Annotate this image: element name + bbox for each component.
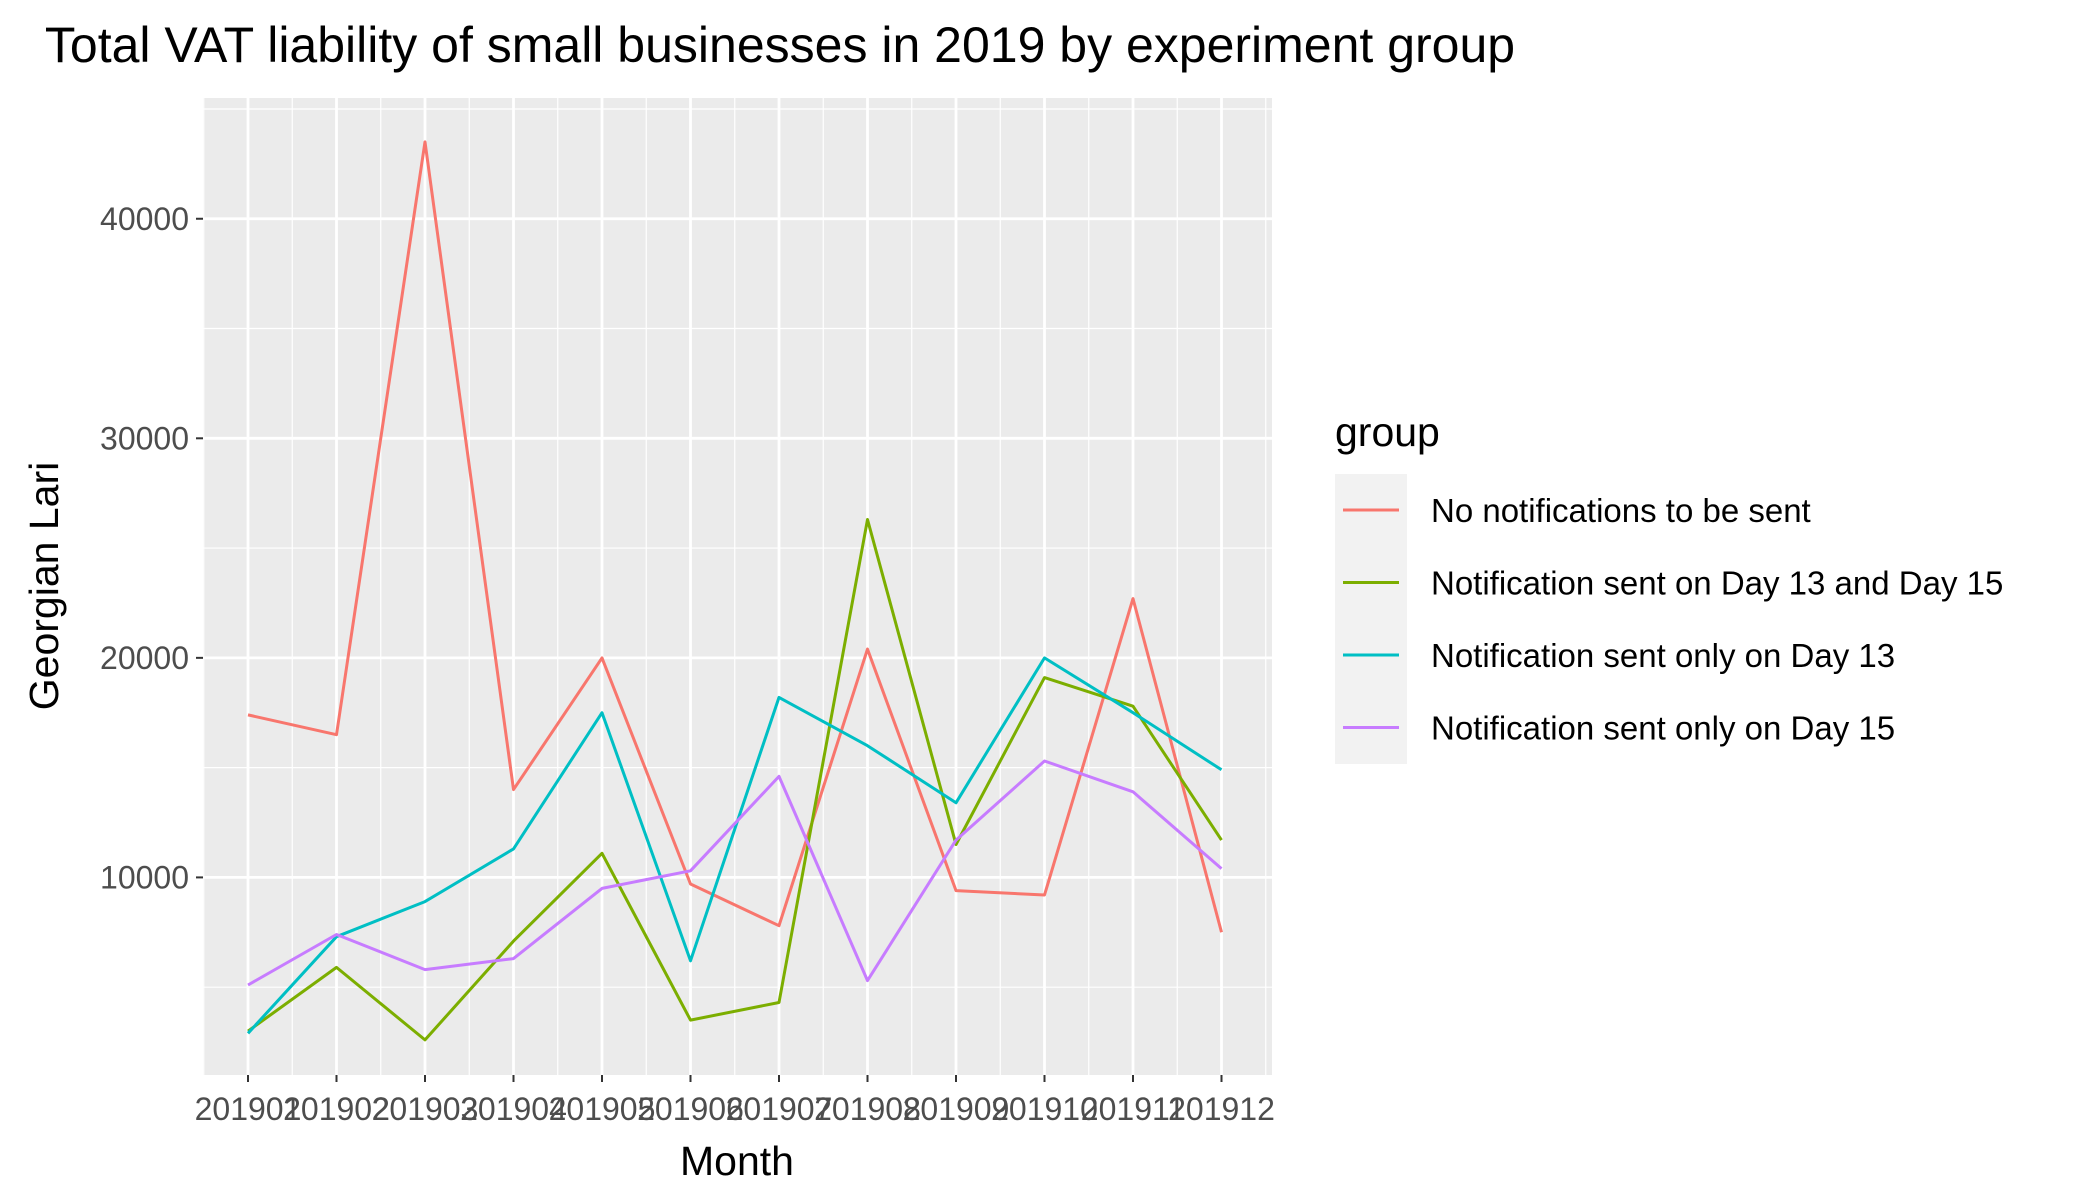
x-tick-label: 201906 (637, 1091, 744, 1127)
x-tick-label: 201909 (903, 1091, 1010, 1127)
x-tick-label: 201910 (991, 1091, 1098, 1127)
series-lines (246, 140, 1223, 1042)
chart-title: Total VAT liability of small businesses … (45, 17, 1515, 73)
y-tick-label: 30000 (100, 420, 189, 456)
series-line-1 (247, 140, 1223, 933)
y-tick-label: 10000 (100, 859, 189, 895)
x-tick-label: 201903 (372, 1091, 479, 1127)
series-line-2 (247, 518, 1223, 1042)
x-tick-label: 201902 (283, 1091, 390, 1127)
series-line-4 (247, 759, 1223, 987)
x-tick-label: 201904 (460, 1091, 567, 1127)
x-tick-label: 201907 (726, 1091, 833, 1127)
legend: group No notifications to be sent Notific… (1335, 409, 2003, 764)
y-tick-label: 20000 (100, 640, 189, 676)
x-tick-label: 201911 (1081, 1091, 1185, 1127)
y-axis-title: Georgian Lari (21, 462, 67, 710)
legend-title: group (1335, 409, 1440, 455)
legend-label: Notification sent only on Day 13 (1431, 637, 1895, 674)
legend-key-background (1335, 474, 1407, 764)
y-tick-label: 40000 (100, 201, 189, 237)
x-axis-title: Month (680, 1138, 794, 1184)
plot-panel (203, 98, 1272, 1075)
x-tick-label: 201912 (1168, 1091, 1275, 1127)
series-line-3 (246, 656, 1223, 1035)
legend-items: No notifications to be sent Notification … (1335, 474, 2003, 764)
axes: 1000020000300004000020190120190220190320… (100, 201, 1275, 1127)
legend-label: No notifications to be sent (1431, 492, 1811, 529)
x-tick-label: 201901 (195, 1091, 302, 1127)
x-tick-label: 201905 (549, 1091, 656, 1127)
legend-label: Notification sent on Day 13 and Day 15 (1431, 565, 2003, 602)
x-tick-label: 201908 (814, 1091, 921, 1127)
legend-label: Notification sent only on Day 15 (1431, 710, 1895, 747)
